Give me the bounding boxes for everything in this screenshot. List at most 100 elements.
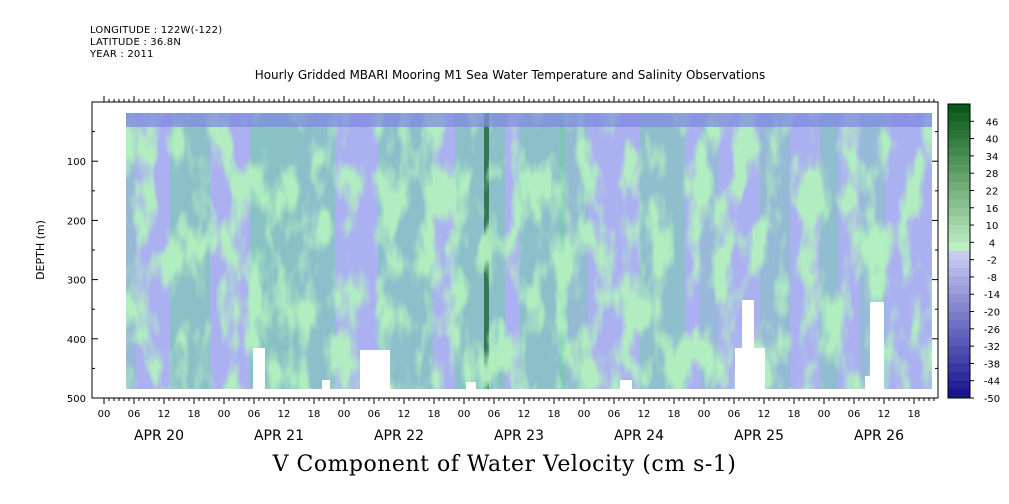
nodata-gap — [253, 348, 265, 389]
hour-tick-label: 12 — [758, 409, 771, 420]
date-tick-label: APR 23 — [494, 428, 544, 444]
colorbar-segment — [948, 216, 970, 226]
date-tick-label: APR 20 — [134, 428, 184, 444]
hour-tick-label: 18 — [908, 409, 921, 420]
date-tick-label: APR 22 — [374, 428, 424, 444]
colorbar-segment — [948, 328, 970, 338]
nodata-gap — [870, 302, 884, 389]
colorbar-segment — [948, 190, 970, 200]
longitude-label: LONGITUDE : 122W(-122) — [90, 25, 223, 36]
colorbar-label: 40 — [986, 135, 999, 146]
colorbar-segment — [948, 354, 970, 364]
colorbar-segment — [948, 302, 970, 313]
date-tick-label: APR 25 — [734, 428, 784, 444]
hour-tick-label: 18 — [668, 409, 681, 420]
hour-tick-label: 06 — [608, 409, 621, 420]
colorbar-segment — [948, 276, 970, 287]
date-tick-label: APR 21 — [254, 428, 304, 444]
y-tick-label: 500 — [67, 394, 86, 405]
colorbar-segment — [948, 199, 970, 209]
colorbar-segment — [948, 233, 970, 243]
colorbar-segment — [948, 147, 970, 157]
hour-tick-label: 00 — [218, 409, 231, 420]
nodata-gap — [466, 382, 476, 389]
hour-tick-label: 12 — [398, 409, 411, 420]
hour-tick-label: 18 — [548, 409, 561, 420]
colorbar-segment — [948, 363, 970, 373]
colorbar-segment — [948, 181, 970, 191]
y-tick-label: 300 — [67, 276, 86, 287]
hour-tick-label: 12 — [278, 409, 291, 420]
colorbar-label: -2 — [987, 256, 997, 267]
colorbar-segment — [948, 121, 970, 131]
colorbar-segment — [948, 112, 970, 122]
colorbar-segment — [948, 268, 970, 278]
hour-tick-label: 00 — [458, 409, 471, 420]
colorbar-segment — [948, 337, 970, 347]
date-tick-label: APR 24 — [614, 428, 664, 444]
colorbar-label: -14 — [984, 290, 1000, 301]
colorbar-segment — [948, 372, 970, 382]
hour-tick-label: 06 — [128, 409, 141, 420]
colorbar-label: 34 — [986, 152, 999, 163]
colorbar-segment — [948, 285, 970, 295]
year-label: YEAR : 2011 — [90, 49, 154, 60]
hour-tick-label: 12 — [878, 409, 891, 420]
nodata-gap — [865, 376, 873, 389]
colorbar-segment — [948, 164, 970, 174]
colorbar-segment — [948, 138, 970, 148]
y-tick-label: 400 — [67, 335, 86, 346]
hour-tick-label: 00 — [98, 409, 111, 420]
colorbar-label: -8 — [987, 273, 997, 284]
hour-tick-label: 06 — [728, 409, 741, 420]
colorbar-label: 28 — [986, 169, 999, 180]
hour-tick-label: 18 — [188, 409, 201, 420]
colorbar-segment — [948, 104, 970, 114]
colorbar-label: -20 — [984, 308, 1000, 319]
hour-tick-label: 00 — [698, 409, 711, 420]
colorbar-segment — [948, 207, 970, 217]
colorbar-segment — [948, 389, 970, 399]
hour-tick-label: 00 — [338, 409, 351, 420]
hour-tick-label: 18 — [788, 409, 801, 420]
chart-title: Hourly Gridded MBARI Mooring M1 Sea Wate… — [254, 68, 766, 82]
x-axis-title: V Component of Water Velocity (cm s-1) — [272, 452, 737, 477]
hour-tick-label: 18 — [428, 409, 441, 420]
nodata-gap — [360, 350, 390, 389]
hour-tick-label: 00 — [818, 409, 831, 420]
y-tick-label: 100 — [67, 157, 86, 168]
hour-tick-label: 06 — [368, 409, 381, 420]
hour-tick-label: 12 — [518, 409, 531, 420]
colorbar-segment — [948, 155, 970, 166]
colorbar-segment — [948, 129, 970, 140]
nodata-gap — [322, 380, 330, 389]
colorbar-segment — [948, 173, 970, 183]
colorbar-segment — [948, 294, 970, 304]
colorbar-label: 16 — [986, 204, 999, 215]
colorbar-label: 22 — [986, 186, 999, 197]
colorbar-label: -44 — [984, 377, 1000, 388]
colorbar-segment — [948, 311, 970, 321]
hour-tick-label: 06 — [488, 409, 501, 420]
nodata-gap — [742, 300, 754, 389]
hour-tick-label: 18 — [308, 409, 321, 420]
y-axis-title: DEPTH (m) — [34, 220, 47, 280]
colorbar-segment — [948, 225, 970, 235]
colorbar-label: -26 — [984, 325, 1000, 336]
colorbar-segment — [948, 259, 970, 269]
colorbar-segment — [948, 251, 970, 261]
hour-tick-label: 12 — [158, 409, 171, 420]
hour-tick-label: 12 — [638, 409, 651, 420]
hour-tick-label: 06 — [248, 409, 261, 420]
colorbar-label: -38 — [984, 359, 1000, 370]
colorbar-label: 4 — [989, 238, 995, 249]
latitude-label: LATITUDE : 36.8N — [90, 37, 182, 48]
hour-tick-label: 06 — [848, 409, 861, 420]
colorbar-label: 46 — [986, 117, 999, 128]
hour-tick-label: 00 — [578, 409, 591, 420]
colorbar-label: -50 — [984, 394, 1000, 405]
colorbar-segment — [948, 320, 970, 330]
colorbar-segment — [948, 346, 970, 356]
colorbar-label: -32 — [984, 342, 1000, 353]
